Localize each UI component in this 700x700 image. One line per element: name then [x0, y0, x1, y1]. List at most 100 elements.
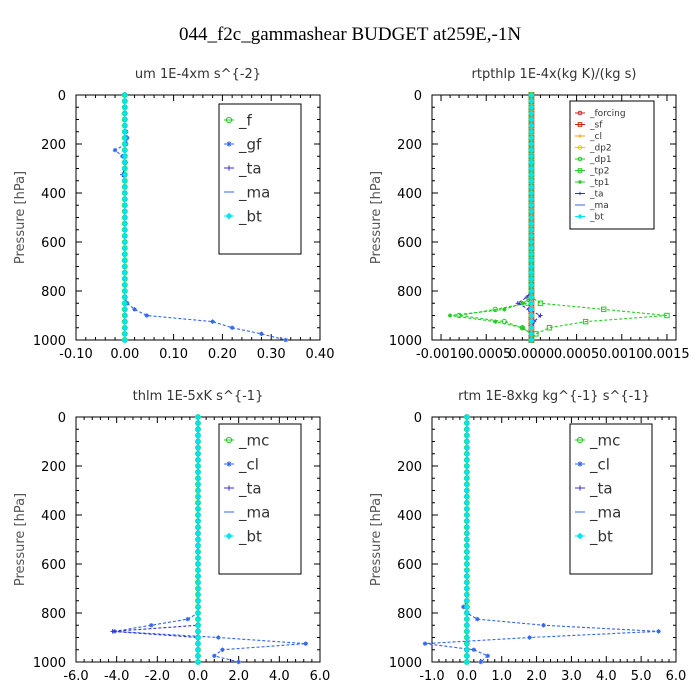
- panel-3: thlm 1E-5xK s^{-1} Pressure [hPa] -6.0 -4.0…: [13, 389, 330, 684]
- data-point: [492, 306, 498, 313]
- legend-box: [218, 103, 302, 255]
- legend-label: _gf: [238, 135, 262, 154]
- legend-marker: [576, 436, 584, 444]
- legend-marker: [225, 116, 233, 124]
- y-tick-label: 200: [41, 138, 66, 153]
- series-line: [112, 417, 199, 662]
- y-tick-label: 600: [397, 236, 422, 251]
- legend-marker: [578, 191, 582, 196]
- legend-marker: [576, 532, 584, 540]
- data-point: [527, 635, 532, 640]
- legend-marker: [226, 461, 232, 467]
- series-bt: [528, 91, 535, 344]
- legend-label: _ta: [589, 190, 604, 200]
- legend: _mc _cl _ta _ma _bt: [218, 423, 302, 575]
- data-point: [259, 331, 264, 337]
- data-point: [229, 325, 235, 330]
- legend-label: _dp2: [589, 144, 612, 154]
- data-point: [112, 147, 118, 153]
- x-tick-label: -6.0: [63, 669, 88, 684]
- legend-label: _ma: [238, 183, 270, 202]
- x-tick-label: 3.0: [561, 669, 582, 684]
- data-point: [493, 319, 498, 324]
- x-tick-label: 0.0005: [554, 347, 600, 362]
- legend-label: _bt: [589, 527, 613, 546]
- legend-marker: [225, 212, 233, 220]
- legend-label: _bt: [589, 213, 604, 223]
- x-tick-label: 0.20: [208, 347, 237, 362]
- y-tick-label: 800: [41, 607, 66, 622]
- x-tick-label: 2.0: [228, 669, 249, 684]
- panel-4: rtm 1E-8xkg kg^{-1} s^{-1} Pressure [hPa]…: [369, 389, 686, 684]
- data-point: [485, 653, 490, 659]
- x-tick-label: 4.0: [596, 669, 617, 684]
- legend-marker: [225, 532, 233, 540]
- y-tick-label: 600: [41, 236, 66, 251]
- x-tick-label: -0.10: [59, 347, 93, 362]
- data-point: [236, 659, 241, 665]
- data-point: [520, 301, 525, 306]
- data-point: [303, 641, 308, 646]
- data-point: [475, 616, 480, 622]
- y-tick-label: 200: [397, 460, 422, 475]
- series-bt: [121, 91, 129, 344]
- series-ta: [110, 414, 201, 665]
- y-tick-label: 800: [397, 607, 422, 622]
- x-tick-label: -2.0: [145, 669, 170, 684]
- panel-1: um 1E-4xm s^{-2} Pressure [hPa] -0.10 0.00 0…: [13, 67, 334, 362]
- legend-label: _f: [238, 111, 253, 130]
- data-point: [601, 306, 607, 313]
- legend-marker: [577, 168, 583, 173]
- legend-label: _tp1: [589, 178, 609, 188]
- series-bt: [463, 413, 471, 666]
- data-point: [541, 623, 546, 628]
- legend-marker: [577, 145, 583, 150]
- legend-label: _ma: [589, 201, 609, 211]
- legend-marker: [577, 213, 583, 220]
- panel-title: um 1E-4xm s^{-2}: [135, 67, 261, 82]
- panels: um 1E-4xm s^{-2}Pressure [hPa]-0.10 0.00 0…: [13, 67, 690, 684]
- data-point: [471, 647, 477, 652]
- panel-title: rtm 1E-8xkg kg^{-1} s^{-1}: [458, 389, 650, 404]
- legend: _forcing _sf_cl _dp2_dp1 _tp2_tp1 _ta_ma _bt: [569, 100, 655, 230]
- data-point: [656, 629, 661, 634]
- data-point: [520, 325, 525, 330]
- x-tick-label: 0.10: [159, 347, 188, 362]
- y-tick-label: 800: [41, 285, 66, 300]
- legend-marker: [577, 485, 583, 491]
- data-point: [121, 336, 129, 344]
- y-axis-label: Pressure [hPa]: [369, 171, 384, 264]
- data-point: [537, 300, 544, 306]
- x-tick-label: 0.0: [457, 669, 478, 684]
- legend-label: _ta: [238, 159, 262, 178]
- legend-label: _tp2: [589, 167, 609, 177]
- data-point: [582, 318, 589, 325]
- data-point: [144, 313, 149, 318]
- data-point: [422, 641, 428, 646]
- x-tick-label: -0.0010: [416, 347, 466, 362]
- data-point: [110, 629, 115, 634]
- legend-box: [218, 423, 302, 575]
- x-tick-label: 0.40: [306, 347, 335, 362]
- x-tick-label: -0.0005: [461, 347, 511, 362]
- legend: _f _gf _ta _ma _bt: [218, 103, 302, 255]
- series-bt: [194, 413, 202, 666]
- y-tick-label: 400: [41, 187, 66, 202]
- legend-label: _ma: [238, 503, 270, 522]
- legend-label: _mc: [589, 431, 620, 450]
- data-point: [478, 659, 483, 665]
- x-tick-label: 0.30: [257, 347, 286, 362]
- data-point: [456, 312, 462, 319]
- legend-label: _bt: [238, 207, 262, 226]
- legend-label: _cl: [589, 132, 602, 142]
- x-tick-label: -1.0: [419, 669, 444, 684]
- y-tick-label: 0: [58, 89, 66, 104]
- y-tick-label: 1000: [389, 334, 422, 349]
- x-tick-label: 6.0: [666, 669, 687, 684]
- y-tick-label: 600: [397, 558, 422, 573]
- y-tick-label: 0: [414, 411, 422, 426]
- legend-label: _forcing: [589, 109, 626, 119]
- data-point: [447, 313, 453, 318]
- legend-marker: [577, 110, 583, 116]
